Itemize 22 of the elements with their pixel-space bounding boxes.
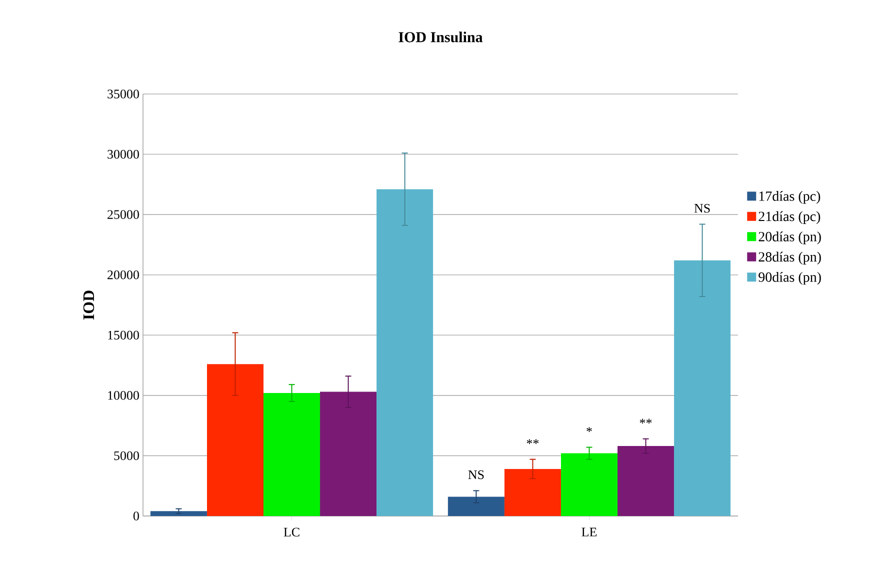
annotation: NS xyxy=(468,470,484,480)
annotation: ** xyxy=(640,418,652,424)
y-tick-label: 35000 xyxy=(108,90,139,98)
legend-label: 20días (pn) xyxy=(758,231,821,244)
y-tick-label: 0 xyxy=(133,512,139,520)
y-tick-label: 15000 xyxy=(108,330,139,340)
chart-title: IOD Insulina xyxy=(398,32,483,42)
y-axis-title: IOD xyxy=(83,290,94,320)
x-tick-label: LE xyxy=(582,528,597,536)
legend-label: 21días (pc) xyxy=(758,211,820,224)
y-tick-label: 30000 xyxy=(108,150,139,159)
annotation: * xyxy=(586,427,592,432)
y-tick-label: 25000 xyxy=(108,210,139,219)
y-tick-label: 5000 xyxy=(114,451,139,460)
legend-label: 90días (pn) xyxy=(758,272,821,285)
x-tick-label: LC xyxy=(284,528,300,537)
y-tick-label: 20000 xyxy=(108,270,139,280)
y-tick-label: 10000 xyxy=(108,391,139,400)
annotation: ** xyxy=(526,439,539,444)
annotation: NS xyxy=(694,204,710,213)
legend-label: 28días (pn) xyxy=(758,252,821,264)
legend-label: 17días (pc) xyxy=(759,191,820,204)
